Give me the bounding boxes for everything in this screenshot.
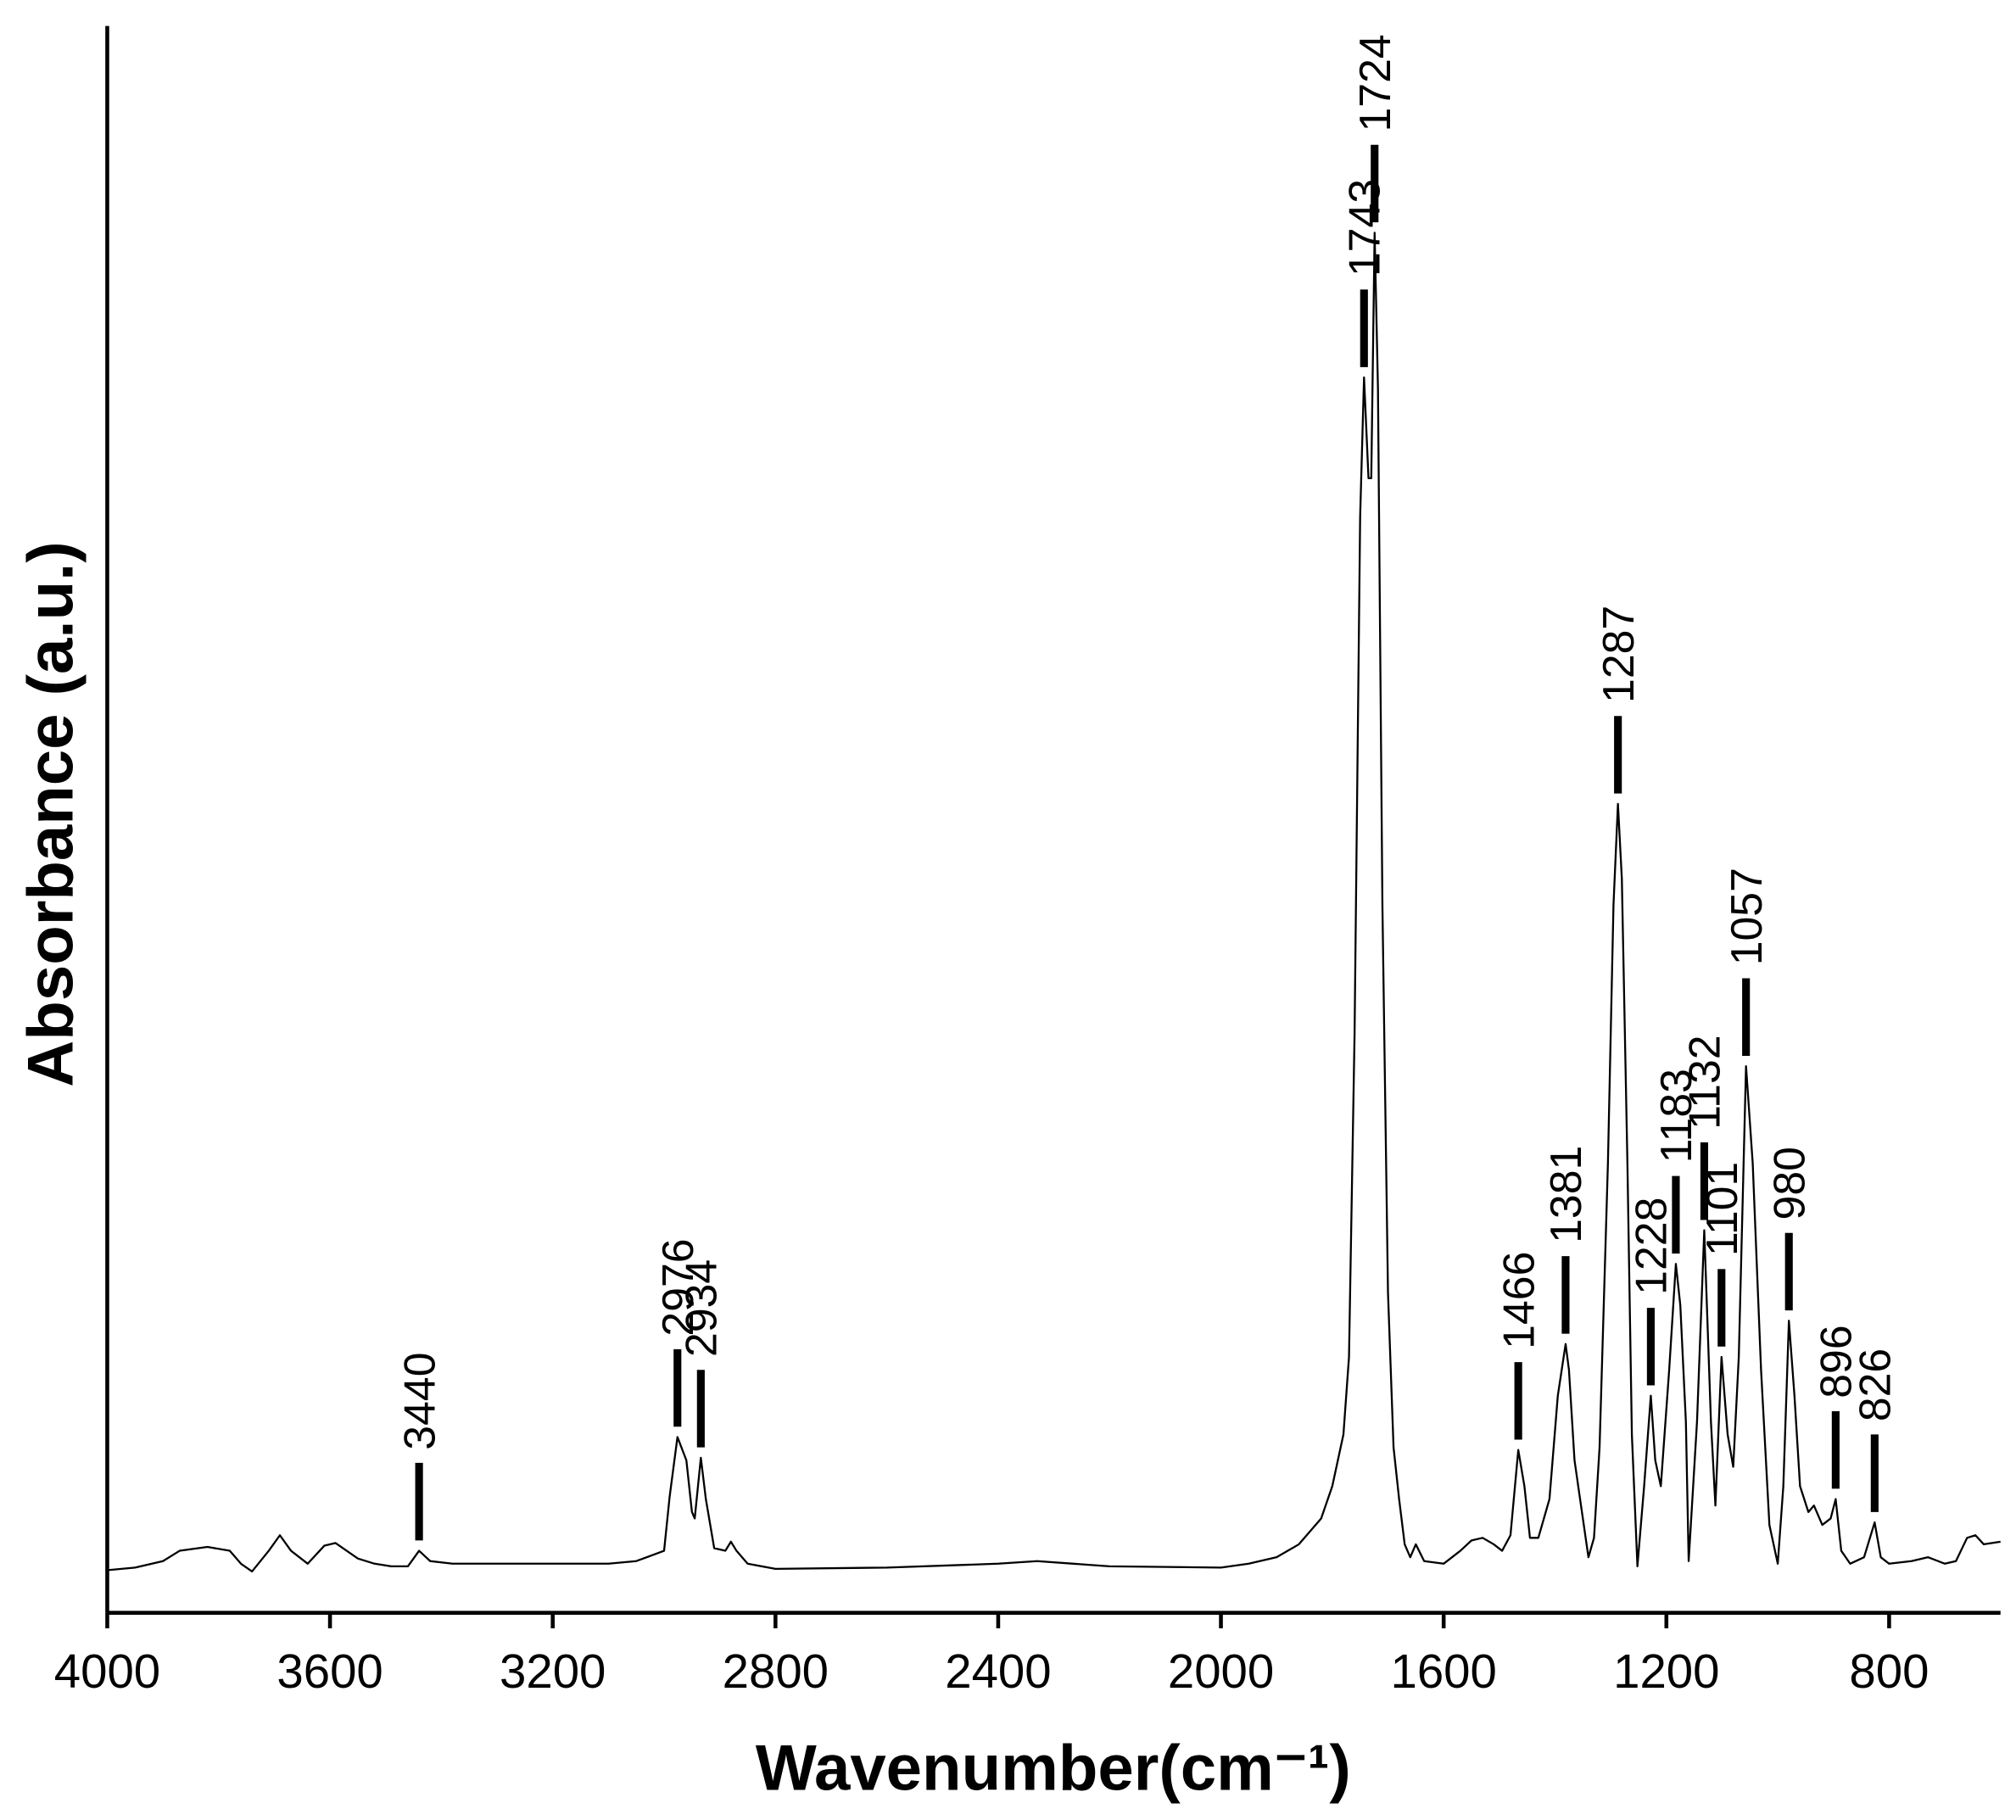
peak-label: 2934 bbox=[677, 1259, 726, 1357]
peak-label: 1724 bbox=[1350, 34, 1399, 131]
peak-label: 1183 bbox=[1651, 1069, 1700, 1163]
x-tick-label: 2400 bbox=[945, 1644, 1051, 1698]
x-tick-label: 1200 bbox=[1613, 1644, 1719, 1698]
x-tick-label: 2800 bbox=[723, 1644, 829, 1698]
peak-label: 1132 bbox=[1680, 1035, 1729, 1129]
peak-label: 1057 bbox=[1722, 868, 1771, 965]
x-tick-label: 800 bbox=[1849, 1644, 1929, 1698]
peak-label: 896 bbox=[1812, 1325, 1861, 1398]
peak-label: 3440 bbox=[394, 1352, 444, 1449]
y-axis-title: Absorbance (a.u.) bbox=[14, 541, 87, 1086]
peak-label: 1228 bbox=[1627, 1198, 1676, 1295]
x-tick-label: 1600 bbox=[1390, 1644, 1496, 1698]
spectrum-line bbox=[107, 232, 2001, 1573]
peak-label: 1287 bbox=[1594, 606, 1643, 703]
peak-label: 980 bbox=[1765, 1147, 1814, 1220]
x-tick-label: 3200 bbox=[500, 1644, 606, 1698]
peak-label: 1381 bbox=[1541, 1146, 1590, 1243]
x-axis-title: Wavenumber(cm⁻¹) bbox=[756, 1732, 1351, 1804]
x-tick-label: 4000 bbox=[54, 1644, 160, 1698]
x-tick-label: 3600 bbox=[276, 1644, 383, 1698]
peak-label: 2976 bbox=[653, 1238, 702, 1336]
peak-label: 826 bbox=[1851, 1348, 1900, 1421]
peak-label: 1466 bbox=[1494, 1252, 1543, 1349]
peak-label: 1743 bbox=[1340, 179, 1389, 276]
x-tick-label: 2000 bbox=[1168, 1644, 1274, 1698]
peak-label: 1101 bbox=[1697, 1162, 1746, 1256]
